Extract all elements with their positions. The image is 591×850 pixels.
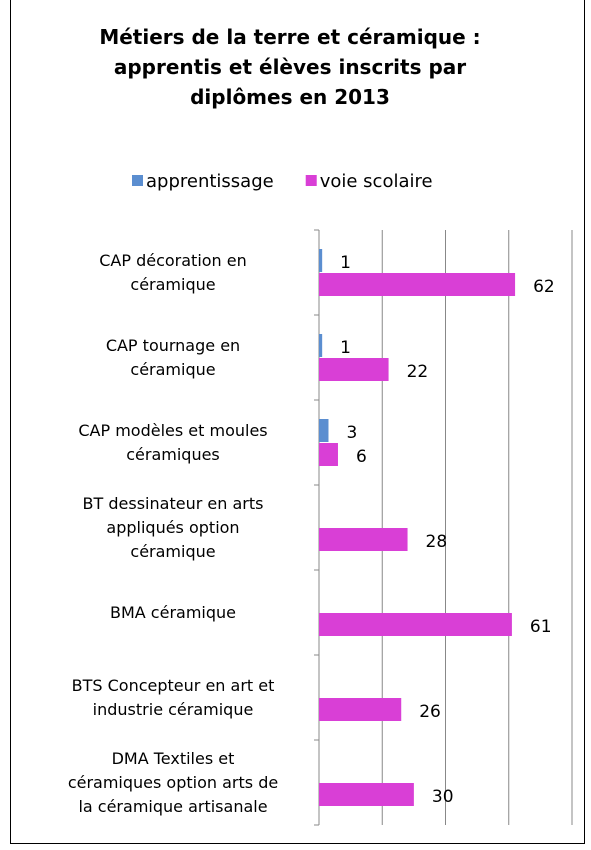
y-tick-label-text: BMA céramique <box>109 602 236 622</box>
data-label: 3 <box>346 423 357 443</box>
y-tick-label: BTS Concepteur en art et industrie céram… <box>48 674 298 722</box>
y-tick-label: CAP tournage en céramique <box>48 334 298 382</box>
bar <box>319 358 389 381</box>
y-tick-label-text: DMA Textiles et céramiques option arts d… <box>67 748 279 816</box>
bar <box>319 419 329 442</box>
legend-swatch <box>305 175 317 186</box>
y-tick-label-text: BTS Concepteur en art et industrie céram… <box>71 675 275 719</box>
legend-label: apprentissage <box>146 171 274 192</box>
y-tick-label-text: CAP décoration en céramique <box>99 250 247 294</box>
data-label: 30 <box>432 787 454 807</box>
data-label: 62 <box>533 277 555 297</box>
legend-label: voie scolaire <box>320 171 433 192</box>
frame <box>10 0 585 844</box>
data-label: 6 <box>356 447 367 467</box>
bar <box>319 783 414 806</box>
y-tick-label: CAP modèles et moules céramiques <box>48 419 298 467</box>
data-label: 61 <box>530 617 552 637</box>
data-label: 1 <box>340 253 351 273</box>
y-tick-label: BMA céramique <box>48 601 298 625</box>
data-label: 26 <box>419 702 441 722</box>
bar <box>319 273 516 296</box>
y-tick-label-text: BT dessinateur en arts appliqués option … <box>82 493 264 561</box>
bar <box>319 528 408 551</box>
bar <box>319 443 338 466</box>
legend-swatch <box>132 175 143 186</box>
bar <box>319 613 512 636</box>
y-tick-label-text: CAP modèles et moules céramiques <box>78 420 268 464</box>
y-tick-label-text: CAP tournage en céramique <box>105 335 241 379</box>
y-tick-label: DMA Textiles et céramiques option arts d… <box>48 747 298 819</box>
data-label: 1 <box>340 338 351 358</box>
bar <box>319 334 323 357</box>
bar <box>319 698 402 721</box>
chart-title: Métiers de la terre et céramique : appre… <box>99 25 481 109</box>
y-tick-label: BT dessinateur en arts appliqués option … <box>48 492 298 564</box>
y-tick-label: CAP décoration en céramique <box>48 249 298 297</box>
data-label: 28 <box>426 532 448 552</box>
bar <box>319 249 323 272</box>
data-label: 22 <box>407 362 429 382</box>
